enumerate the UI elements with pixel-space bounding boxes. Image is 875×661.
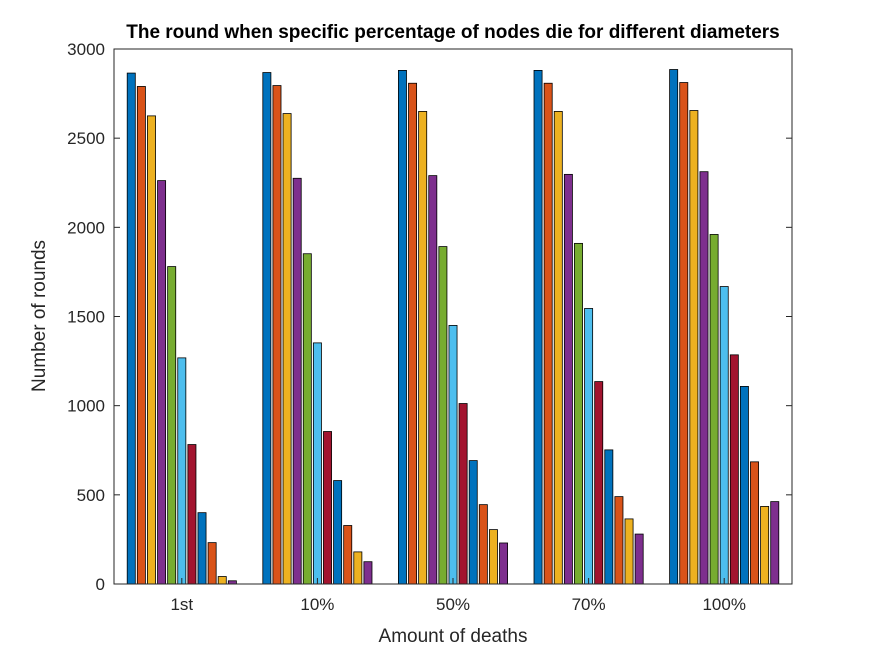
y-axis-label: Number of rounds <box>29 240 50 392</box>
bar-2-11 <box>363 561 373 585</box>
bar-5-8 <box>739 386 749 585</box>
bar-2-3 <box>282 113 292 585</box>
bar-3-7 <box>458 403 468 585</box>
bar-3-9 <box>478 504 488 585</box>
bar-5-10 <box>760 506 770 585</box>
bar-1-3 <box>147 115 156 585</box>
bar-1-10 <box>217 576 227 585</box>
bar-4-1 <box>533 70 543 585</box>
bar-5-5 <box>709 234 719 585</box>
bar-3-6 <box>448 325 458 585</box>
bar-5-9 <box>750 461 759 585</box>
bar-3-11 <box>499 542 508 585</box>
bar-3-4 <box>428 175 438 585</box>
bar-2-6 <box>312 342 322 585</box>
bar-2-4 <box>292 177 302 585</box>
bar-2-7 <box>323 431 332 585</box>
bar-2-8 <box>333 480 343 585</box>
bar-1-7 <box>187 444 197 585</box>
bar-1-2 <box>136 86 146 585</box>
bar-5-7 <box>729 354 739 585</box>
bar-4-4 <box>563 173 573 585</box>
bar-4-7 <box>594 381 604 585</box>
y-tick-label: 3000 <box>67 40 105 59</box>
y-tick-label: 1500 <box>67 308 105 327</box>
bar-1-9 <box>207 542 217 585</box>
bar-2-1 <box>262 72 272 585</box>
x-tick-label: 1st <box>170 595 193 614</box>
bar-4-9 <box>614 496 624 585</box>
bar-5-6 <box>719 286 729 585</box>
bar-4-5 <box>574 242 583 585</box>
bar-3-10 <box>488 529 498 585</box>
bars-group <box>126 69 780 585</box>
bar-1-1 <box>126 72 136 585</box>
bar-5-11 <box>770 501 780 585</box>
x-tick-label: 10% <box>300 595 334 614</box>
bar-2-10 <box>353 551 363 585</box>
y-tick-label: 500 <box>77 486 105 505</box>
bar-4-2 <box>543 82 553 585</box>
bar-3-3 <box>418 111 428 585</box>
y-tick-label: 2500 <box>67 129 105 148</box>
y-tick-label: 1000 <box>67 397 105 416</box>
bar-3-2 <box>408 82 418 585</box>
bar-1-5 <box>167 266 177 585</box>
x-axis-label: Amount of deaths <box>379 626 528 647</box>
x-tick-label: 50% <box>436 595 470 614</box>
bar-2-5 <box>302 253 312 585</box>
bar-4-11 <box>634 533 644 585</box>
bar-1-6 <box>177 357 187 585</box>
chart-title: The round when specific percentage of no… <box>126 22 780 43</box>
bar-4-10 <box>624 518 634 585</box>
bar-5-1 <box>669 69 679 585</box>
bar-5-4 <box>699 171 709 585</box>
y-tick-label: 0 <box>96 575 105 594</box>
bar-5-2 <box>679 82 689 585</box>
bar-4-6 <box>584 308 594 585</box>
bar-1-8 <box>197 512 207 585</box>
bar-2-2 <box>272 85 282 585</box>
bar-4-3 <box>553 111 563 585</box>
bar-5-3 <box>689 110 699 585</box>
ticks-group: 1st 10% 50% 70% 100% 0 500 1000 1500 2000 2500 3000 <box>67 40 792 614</box>
bar-3-5 <box>438 246 448 585</box>
x-tick-label: 100% <box>702 595 745 614</box>
bar-3-8 <box>468 460 478 585</box>
bar-1-4 <box>157 180 167 585</box>
bar-2-9 <box>343 525 353 585</box>
y-tick-label: 2000 <box>67 218 105 237</box>
bar-3-1 <box>398 70 407 585</box>
x-tick-label: 70% <box>572 595 606 614</box>
bar-4-8 <box>604 449 614 585</box>
